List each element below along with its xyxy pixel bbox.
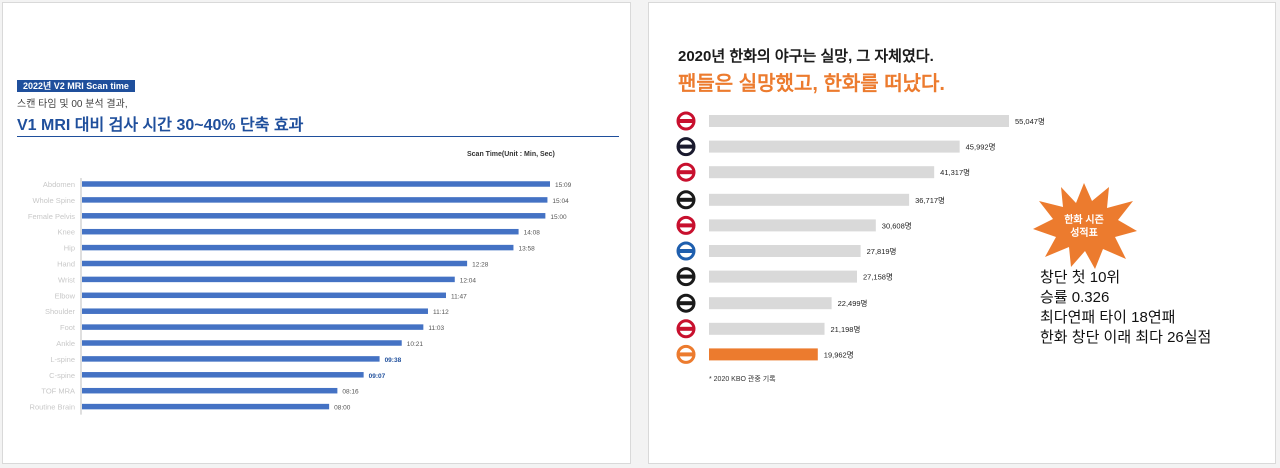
scan-time-bar — [82, 292, 446, 299]
scan-time-bar — [82, 340, 402, 346]
stat-line: 승률 0.326 — [1040, 289, 1110, 306]
season-stats: 창단 첫 10위 승률 0.326 최다연패 타이 18연패 한화 창단 이래 … — [1040, 268, 1211, 348]
mri-scan-time-panel: 2022년 V2 MRI Scan time 스캔 타임 및 00 분석 결과,… — [2, 2, 631, 464]
data-label: 36,717명 — [915, 195, 945, 205]
scan-time-bar — [82, 324, 424, 330]
data-label: 19,962명 — [824, 349, 854, 359]
data-label: 11:03 — [428, 325, 444, 332]
data-label: 45,992명 — [966, 142, 996, 152]
scan-time-bar — [82, 228, 519, 235]
scan-time-bar-chart: Abdomen 15:09 Whole Spine 15:04 Female Pelvi… — [28, 178, 572, 415]
logo-band — [677, 274, 695, 279]
scan-time-bar — [82, 308, 428, 314]
attendance-bar — [709, 245, 861, 257]
attendance-bar — [709, 322, 825, 335]
data-label: 14:08 — [524, 230, 541, 237]
scan-time-bar — [82, 387, 338, 394]
attendance-bar — [709, 166, 935, 179]
headline-highlight: 팬들은 실망했고, 한화를 떠났다. — [678, 73, 945, 95]
logo-band — [677, 170, 695, 175]
logo-band — [677, 223, 695, 228]
burst-shape — [1033, 183, 1137, 269]
data-label: 08:00 — [334, 405, 351, 412]
attendance-bar — [709, 297, 832, 310]
attendance-panel: 2020년 한화의 야구는 실망, 그 자체였다. 팬들은 실망했고, 한화를 … — [648, 2, 1276, 464]
logo-band — [677, 197, 695, 202]
category-label: TOF MRA — [41, 387, 75, 396]
category-label: Knee — [57, 228, 75, 237]
stat-line: 한화 창단 이래 최다 26실점 — [1040, 329, 1212, 346]
category-label: Hand — [57, 260, 75, 269]
page-title: V1 MRI 대비 검사 시간 30~40% 단축 효과 — [17, 117, 304, 134]
category-label: L-spine — [50, 355, 75, 364]
headline: 2020년 한화의 야구는 실망, 그 자체였다. — [678, 48, 934, 65]
data-label: 12:04 — [460, 277, 477, 284]
stat-line: 창단 첫 10위 — [1040, 269, 1121, 286]
stat-line: 최다연패 타이 18연패 — [1040, 309, 1176, 326]
badge-line-2: 성적표 — [1070, 226, 1098, 239]
scan-time-bar — [82, 276, 455, 283]
data-label: 13:58 — [518, 246, 535, 253]
scan-time-bar — [82, 181, 550, 187]
category-label: Hip — [64, 244, 75, 253]
category-label: Wrist — [58, 275, 76, 284]
data-label: 22,499명 — [838, 298, 868, 308]
category-label: Routine Brain — [30, 403, 75, 412]
data-label: 27,819명 — [867, 246, 897, 256]
data-label: 27,158명 — [863, 272, 893, 282]
attendance-bar — [709, 140, 960, 153]
axis-unit-label: Scan Time(Unit : Min, Sec) — [467, 151, 555, 158]
data-label: 21,198명 — [831, 324, 861, 334]
season-badge-burst: 한화 시즌 성적표 — [1033, 183, 1137, 269]
category-label: Shoulder — [45, 307, 76, 316]
data-label: 10:21 — [407, 341, 424, 348]
attendance-bar — [709, 193, 910, 206]
scan-time-bar — [82, 260, 468, 267]
logo-band — [677, 249, 695, 253]
category-label: Foot — [60, 323, 76, 332]
category-label: Elbow — [55, 291, 76, 300]
scan-time-bar — [82, 197, 548, 203]
logo-band — [677, 326, 695, 331]
data-label: 12:28 — [472, 262, 489, 269]
data-label: 09:07 — [369, 373, 386, 380]
category-label: Ankle — [56, 339, 75, 348]
logo-band — [677, 119, 695, 123]
category-label: C-spine — [49, 371, 75, 380]
data-label: 11:12 — [433, 309, 449, 316]
scan-time-bar — [82, 403, 330, 410]
data-label: 41,317명 — [940, 167, 970, 177]
logo-band — [677, 352, 695, 357]
attendance-bar — [709, 219, 876, 232]
attendance-bar — [709, 348, 818, 361]
data-label: 09:38 — [385, 357, 402, 364]
data-label: 15:04 — [552, 198, 569, 205]
logo-band — [677, 144, 695, 149]
category-label: Female Pelvis — [28, 212, 75, 221]
scan-time-bar — [82, 356, 380, 362]
category-label: Whole Spine — [32, 196, 75, 205]
attendance-bar — [709, 115, 1009, 127]
scan-time-bar — [82, 244, 514, 251]
attendance-bar — [709, 270, 858, 283]
category-label: Abdomen — [43, 180, 75, 189]
data-label: 30,608명 — [882, 220, 912, 230]
data-label: 55,047명 — [1015, 116, 1045, 126]
data-label: 11:47 — [451, 293, 467, 300]
title-divider — [17, 136, 619, 137]
attendance-bar-chart: 55,047명 45,992명 41,317명 36,717명 30,608명 27,81… — [676, 111, 1045, 364]
scan-time-bar — [82, 372, 364, 378]
subtitle: 스캔 타임 및 00 분석 결과, — [17, 99, 128, 110]
data-label: 15:09 — [555, 182, 572, 189]
data-label: 08:16 — [342, 389, 359, 396]
scan-time-bar — [82, 213, 546, 219]
badge-line-1: 한화 시즌 — [1064, 214, 1104, 226]
footnote: * 2020 KBO 관중 기록 — [709, 376, 776, 383]
logo-band — [677, 301, 695, 306]
data-label: 15:00 — [550, 214, 567, 221]
section-tag: 2022년 V2 MRI Scan time — [17, 80, 135, 92]
